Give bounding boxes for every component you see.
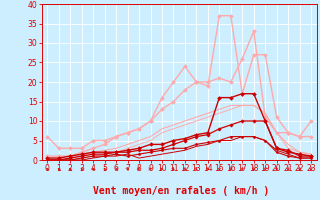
Text: Vent moyen/en rafales ( km/h ): Vent moyen/en rafales ( km/h ) [93,186,269,196]
